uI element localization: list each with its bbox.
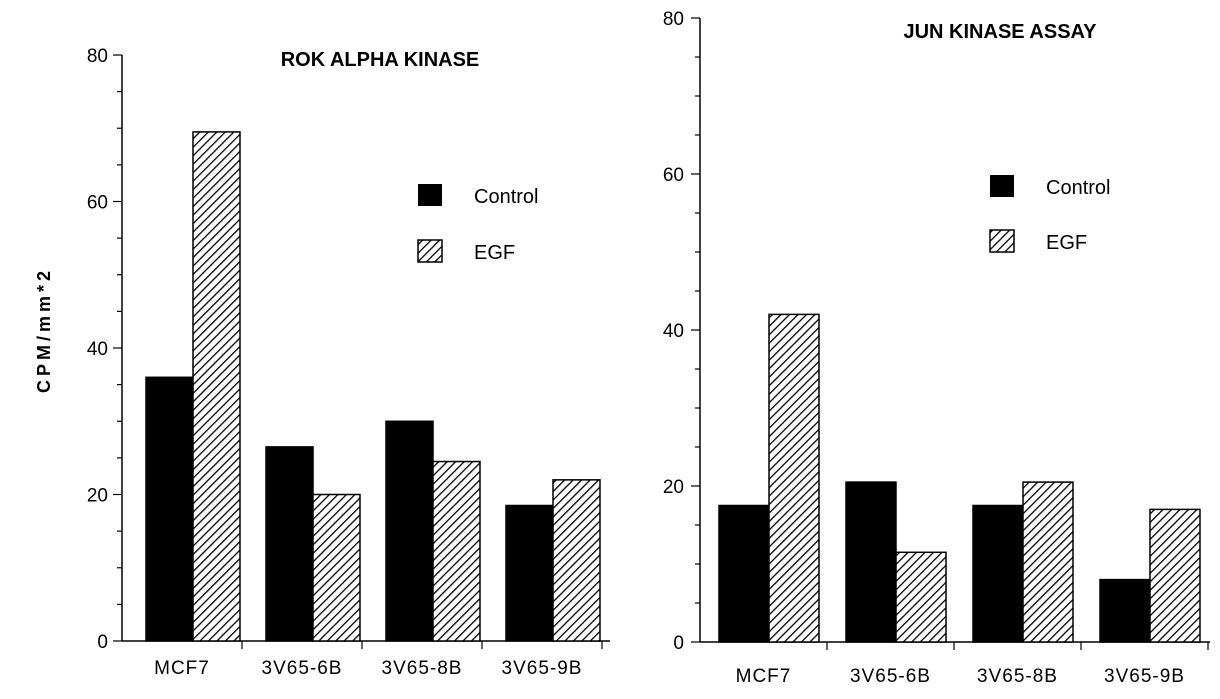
y-tick-label: 40 [663, 321, 684, 342]
x-tick-label: 3V65-8B [382, 658, 463, 679]
legend-swatch-control-rok [418, 184, 442, 206]
legend-label-control-jun: Control [1046, 177, 1110, 199]
legend-swatch-control-jun [990, 175, 1014, 197]
legend-swatch-egf-rok [417, 239, 443, 263]
y-tick-label: 20 [87, 486, 108, 507]
bar-control [718, 504, 770, 643]
x-tick-label: 3V65-9B [1104, 666, 1185, 687]
bar-egf [552, 479, 601, 642]
bar-control [385, 420, 434, 642]
y-tick-label: 60 [87, 193, 108, 214]
chart-rok-bars [145, 131, 601, 642]
y-axis-label: CPM/mm*2 [34, 267, 54, 393]
y-tick-label: 80 [87, 46, 108, 67]
y-tick-label: 20 [663, 477, 684, 498]
bar-egf [768, 313, 820, 643]
chart-rok-labels: 0 20 40 60 80 MCF7 3V65-6B 3V65-8B 3V65-9B [87, 46, 583, 679]
bar-egf [312, 493, 361, 642]
chart-rok-alpha-kinase: ROK ALPHA KINASE 0 20 40 60 80 MCF7 3V65-6B 3V6… [87, 46, 610, 679]
x-tick-label: 3V65-9B [502, 658, 583, 679]
chart-jun-labels: 0 20 40 60 80 MCF7 3V65-6B 3V65-8B 3V65-9B [663, 9, 1185, 687]
y-tick-label: 0 [97, 632, 108, 653]
x-tick-label: MCF7 [736, 666, 792, 687]
legend-label-egf-jun: EGF [1046, 232, 1087, 254]
chart-title-jun: JUN KINASE ASSAY [903, 21, 1097, 43]
chart-title-rok: ROK ALPHA KINASE [281, 49, 480, 71]
bar-egf [1149, 508, 1201, 643]
y-tick-label: 80 [663, 9, 684, 30]
bar-control [845, 481, 897, 643]
y-tick-label: 40 [87, 339, 108, 360]
bar-egf [1022, 481, 1074, 643]
x-tick-label: 3V65-6B [262, 658, 343, 679]
x-tick-label: 3V65-6B [850, 666, 931, 687]
chart-jun-kinase-assay: JUN KINASE ASSAY 0 20 40 60 80 MCF7 3V65-6B 3V6… [663, 9, 1210, 687]
y-tick-label: 60 [663, 165, 684, 186]
bar-egf [432, 460, 481, 642]
bar-egf [895, 551, 947, 643]
bar-egf [192, 131, 241, 642]
y-tick-label: 0 [673, 633, 684, 654]
legend-jun: Control EGF [989, 175, 1110, 254]
legend-rok: Control EGF [417, 184, 538, 264]
bar-control [145, 376, 194, 642]
x-tick-label: 3V65-8B [977, 666, 1058, 687]
legend-label-control-rok: Control [474, 186, 538, 208]
chart-jun-bars [718, 313, 1201, 643]
legend-label-egf-rok: EGF [474, 242, 515, 264]
legend-swatch-egf-jun [989, 229, 1015, 253]
bar-control [972, 504, 1024, 643]
bar-control [505, 504, 554, 642]
x-tick-label: MCF7 [154, 658, 210, 679]
bar-control [265, 446, 314, 642]
bar-control [1099, 578, 1151, 643]
